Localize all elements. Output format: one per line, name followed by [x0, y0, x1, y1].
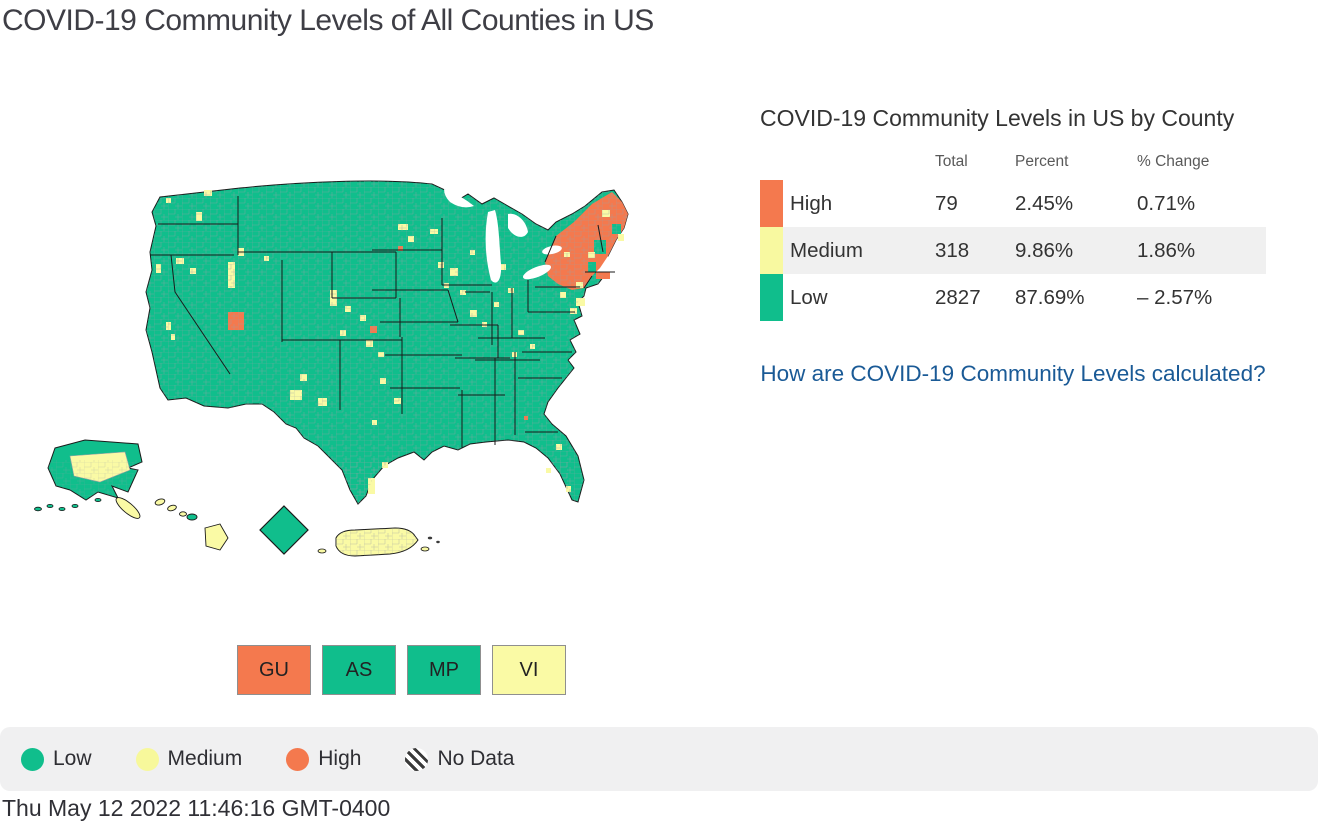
levels-table: Total Percent % Change High 79 2.45% 0.7… — [760, 153, 1266, 322]
territory-boxes: GU AS MP VI — [237, 645, 566, 695]
page-title: COVID-19 Community Levels of All Countie… — [2, 4, 654, 37]
medium-color-swatch — [760, 227, 783, 275]
legend-item-medium: Medium — [135, 747, 243, 771]
usvi-speck — [427, 536, 433, 540]
row-label: High — [790, 191, 833, 215]
map-legend: Low Medium High No Data — [0, 727, 1318, 791]
legend-label: Medium — [167, 747, 243, 770]
dc-diamond[interactable] — [259, 505, 309, 555]
territory-box-vi[interactable]: VI — [492, 645, 566, 695]
row-total: 2827 — [935, 285, 981, 309]
table-row-medium: Medium 318 9.86% 1.86% — [760, 227, 1266, 275]
great-lakes — [444, 189, 562, 283]
alaska[interactable] — [34, 439, 569, 521]
row-percent: 9.86% — [1008, 227, 1130, 275]
county-borders-texture — [140, 181, 628, 556]
row-label: Low — [790, 285, 828, 309]
legend-label: High — [318, 747, 362, 770]
row-total: 318 — [928, 227, 1008, 275]
puerto-rico[interactable] — [317, 524, 440, 560]
row-percent: 87.69% — [1015, 285, 1085, 309]
row-percent: 2.45% — [1015, 191, 1074, 215]
how-calculated-link[interactable]: How are COVID-19 Community Levels calcul… — [760, 361, 1266, 387]
territory-box-as[interactable]: AS — [322, 645, 396, 695]
hawaii[interactable] — [154, 498, 229, 551]
row-label: Medium — [783, 227, 928, 275]
no-data-hatched-dot — [405, 747, 429, 771]
column-header-change: % Change — [1137, 153, 1210, 171]
legend-item-high: High — [286, 747, 361, 771]
row-change: 0.71% — [1137, 191, 1196, 215]
row-change: – 2.57% — [1137, 285, 1213, 309]
column-header-total: Total — [935, 153, 968, 171]
medium-legend-dot — [135, 747, 159, 771]
legend-item-no-data: No Data — [405, 747, 514, 771]
continental-us[interactable] — [140, 180, 660, 570]
legend-item-low: Low — [21, 747, 92, 771]
territory-box-mp[interactable]: MP — [407, 645, 481, 695]
low-color-swatch — [760, 274, 783, 322]
table-row-low: Low 2827 87.69% – 2.57% — [760, 274, 1266, 322]
table-header-row: Total Percent % Change — [760, 153, 1266, 180]
state-borders — [150, 196, 615, 448]
low-legend-dot — [21, 747, 44, 771]
row-change: 1.86% — [1130, 227, 1266, 275]
table-row-high: High 79 2.45% 0.71% — [760, 180, 1266, 228]
territory-box-gu[interactable]: GU — [237, 645, 311, 695]
legend-label: Low — [53, 747, 92, 770]
legend-label: No Data — [437, 747, 515, 770]
high-legend-dot — [286, 747, 310, 771]
data-timestamp: Thu May 12 2022 11:46:16 GMT-0400 — [2, 795, 391, 821]
row-total: 79 — [935, 191, 958, 215]
column-header-percent: Percent — [1015, 153, 1069, 171]
usvi-speck — [436, 540, 440, 544]
aleutian-islands — [34, 497, 102, 512]
high-color-swatch — [760, 180, 783, 228]
panel-title: COVID-19 Community Levels in US by Count… — [760, 105, 1235, 131]
stats-panel: COVID-19 Community Levels in US by Count… — [760, 100, 1266, 389]
